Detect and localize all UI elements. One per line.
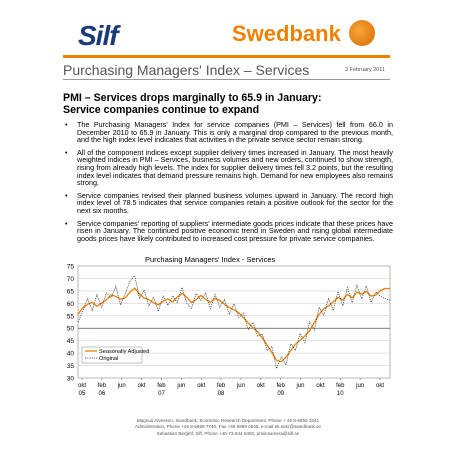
footer-line: Administration, Phone +46 8-5859 7740, F… [135, 424, 321, 430]
x-tick-year: 07 [158, 391, 165, 397]
footer-contacts: Magnus Alvesson, Swedbank, Economic Rese… [63, 418, 393, 437]
bullet-item: Service companies' reporting of supplier… [63, 219, 393, 243]
y-tick-label: 75 [67, 264, 75, 271]
y-tick-label: 40 [67, 351, 75, 358]
page-title: Purchasing Managers' Index – Services [63, 62, 310, 78]
y-tick-label: 35 [67, 363, 75, 370]
publication-date: 3 February 2011 [345, 67, 385, 73]
x-tick-label: jun [117, 383, 126, 389]
silf-logo: Silf [78, 20, 119, 51]
swedbank-oak-icon [349, 20, 375, 46]
x-tick-label: okt [257, 383, 265, 389]
summary-bullets: The Purchasing Managers' Index for servi… [63, 121, 393, 247]
x-tick-label: feb [98, 383, 107, 389]
x-tick-label: jun [176, 383, 185, 389]
y-tick-label: 55 [67, 313, 75, 320]
legend-label: Seasonally Adjusted [99, 349, 149, 355]
pmi-line-chart: 30 35 40 45 50 55 60 65 70 75 okt 05 feb 06 jun okt feb… [67, 264, 391, 397]
x-tick-label: okt [316, 383, 324, 389]
bullet-item: All of the component indices except supp… [63, 148, 393, 187]
chart-title: Purchasing Managers' Index - Services [145, 255, 276, 264]
x-tick-year: 10 [337, 391, 344, 397]
x-tick-year: 08 [218, 391, 225, 397]
x-tick-label: okt [138, 383, 146, 389]
x-tick-label: okt [78, 383, 86, 389]
x-tick-label: jun [355, 383, 364, 389]
series-line-seasonally-adjusted [77, 287, 391, 363]
headline-line1: PMI – Services drops marginally to 65.9 … [63, 92, 322, 104]
y-tick-label: 60 [67, 301, 75, 308]
y-tick-label: 50 [67, 326, 75, 333]
y-tick-label: 30 [67, 376, 75, 383]
series-line-original [77, 274, 391, 370]
footer-line: Sebastian Berglöf, Silf, Phone +46-73-94… [156, 430, 300, 436]
x-tick-year: 06 [99, 391, 106, 397]
x-tick-year: 05 [79, 391, 86, 397]
bullet-item: The Purchasing Managers' Index for servi… [63, 121, 393, 144]
x-tick-label: jun [296, 383, 305, 389]
x-tick-label: feb [276, 383, 285, 389]
x-tick-label: feb [336, 383, 345, 389]
y-tick-label: 65 [67, 288, 75, 295]
swedbank-logo: Swedbank [232, 21, 341, 46]
footer-line: Magnus Alvesson, Swedbank, Economic Rese… [136, 418, 320, 423]
legend-label: Original [99, 356, 118, 362]
x-tick-label: jun [236, 383, 245, 389]
title-rule [63, 79, 390, 80]
headline: PMI – Services drops marginally to 65.9 … [63, 92, 393, 116]
x-tick-label: feb [157, 383, 166, 389]
x-tick-label: feb [217, 383, 226, 389]
headline-line2: Service companies continue to expand [63, 104, 260, 116]
header-rule [63, 55, 390, 58]
bullet-item: Service companies revised their planned … [63, 191, 393, 215]
y-tick-label: 45 [67, 338, 75, 345]
y-tick-label: 70 [67, 276, 75, 283]
x-tick-year: 09 [277, 391, 284, 397]
x-tick-label: okt [376, 383, 384, 389]
x-tick-label: okt [197, 383, 205, 389]
